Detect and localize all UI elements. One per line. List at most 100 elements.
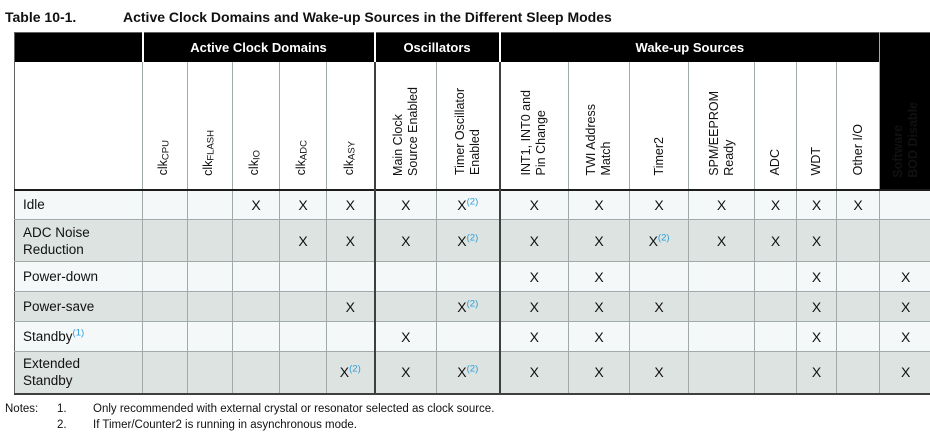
col-header-label: Main Clock Source Enabled: [390, 86, 420, 176]
notes-heading: Notes:: [5, 402, 39, 415]
col-header-label: SPM/EEPROM Ready: [706, 90, 736, 176]
cell-idle-adc: X: [754, 188, 797, 220]
col-header-clk-flash: clkFLASH: [187, 61, 233, 190]
cell-adc-noise-reduction-spm-eeprom-ready: X: [688, 219, 755, 262]
cell-power-down-other-io: [836, 261, 880, 292]
column-header-row: clkCPU clkFLASH clkIO clkADC clkASY Main Cloc…: [14, 61, 930, 190]
col-header-other-io: Other I/O: [836, 61, 880, 190]
cell-power-down-clk-io: [232, 261, 280, 292]
col-header-label: Timer2: [651, 137, 666, 176]
cell-adc-noise-reduction-clk-cpu: [142, 219, 188, 262]
col-header-label: Other I/O: [850, 124, 865, 176]
cell-standby-twi-address-match: X: [568, 321, 630, 352]
cell-standby-wdt: X: [796, 321, 837, 352]
cell-power-down-timer-oscillator-enabled: [436, 261, 500, 292]
row-label-extended-standby: Extended Standby: [14, 351, 143, 394]
table-row-power-down: Power-down X X X X: [14, 261, 930, 292]
cell-extended-standby-adc: [754, 351, 797, 394]
cell-standby-main-clock-source-enabled: X: [373, 321, 437, 352]
cell-adc-noise-reduction-clk-flash: [187, 219, 233, 262]
col-header-label: clkIO: [247, 150, 263, 176]
cell-idle-clk-io: X: [232, 188, 280, 220]
cell-standby-other-io: [836, 321, 880, 352]
row-label-idle: Idle: [14, 188, 143, 220]
col-header-clk-io: clkIO: [232, 61, 280, 190]
col-header-label: clkADC: [294, 140, 310, 176]
cell-power-down-wdt: X: [796, 261, 837, 292]
cell-power-save-wdt: X: [796, 291, 837, 322]
cell-adc-noise-reduction-other-io: [836, 219, 880, 262]
col-header-clk-cpu: clkCPU: [142, 61, 188, 190]
cell-idle-other-io: X: [836, 188, 880, 220]
col-header-timer-oscillator-enabled: Timer Oscillator Enabled: [436, 61, 500, 190]
col-header-label: clkASY: [341, 141, 358, 176]
cell-idle-twi-address-match: X: [568, 188, 630, 220]
note-number: 2.: [57, 418, 67, 431]
cell-extended-standby-int1-int0-pin-change: X: [498, 351, 569, 394]
cell-power-save-clk-cpu: [142, 291, 188, 322]
cell-power-save-timer-oscillator-enabled: X(2): [436, 291, 500, 322]
cell-power-down-timer2: [629, 261, 689, 292]
cell-standby-clk-adc: [279, 321, 327, 352]
cell-extended-standby-spm-eeprom-ready: [688, 351, 755, 394]
cell-extended-standby-twi-address-match: X: [568, 351, 630, 394]
note-ref: (2): [466, 297, 479, 309]
cell-standby-clk-flash: [187, 321, 233, 352]
table-row-idle: Idle X X X X X(2) X X X X X X X: [14, 188, 930, 220]
cell-adc-noise-reduction-clk-asy: X: [325, 219, 375, 262]
table-body: Idle X X X X X(2) X X X X X X X ADC Noise Reduction X X…: [14, 188, 930, 394]
note-ref: (2): [657, 231, 670, 243]
cell-standby-clk-cpu: [142, 321, 188, 352]
cell-power-down-twi-address-match: X: [568, 261, 630, 292]
cell-power-down-int1-int0-pin-change: X: [498, 261, 569, 292]
note-number: 1.: [57, 402, 67, 415]
cell-adc-noise-reduction-clk-adc: X: [279, 219, 327, 262]
col-header-clk-asy: clkASY: [325, 61, 375, 190]
table-caption-number: Table 10-1.: [5, 9, 77, 25]
cell-power-save-clk-asy: X: [325, 291, 375, 322]
cell-standby-int1-int0-pin-change: X: [498, 321, 569, 352]
col-header-adc: ADC: [754, 61, 797, 190]
cell-adc-noise-reduction-software-bod-disable: [879, 219, 930, 262]
cell-idle-clk-asy: X: [325, 188, 375, 220]
cell-extended-standby-timer2: X: [629, 351, 689, 394]
note-ref: (1): [72, 327, 85, 339]
note-ref: (2): [466, 363, 479, 375]
col-header-label: Timer Oscillator Enabled: [452, 88, 482, 176]
cell-power-save-adc: [754, 291, 797, 322]
cell-power-down-main-clock-source-enabled: [373, 261, 437, 292]
cell-adc-noise-reduction-twi-address-match: X: [568, 219, 630, 262]
cell-power-save-timer2: X: [629, 291, 689, 322]
col-header-label: Software BOD Disable: [890, 101, 920, 178]
row-label-standby: Standby(1): [14, 321, 143, 352]
cell-power-down-software-bod-disable: X: [879, 261, 930, 292]
table-caption: Table 10-1. Active Clock Domains and Wak…: [0, 0, 930, 25]
cell-standby-timer2: [629, 321, 689, 352]
cell-standby-timer-oscillator-enabled: [436, 321, 500, 352]
cell-power-save-other-io: [836, 291, 880, 322]
cell-power-down-clk-asy: [325, 261, 375, 292]
cell-extended-standby-clk-asy: X(2): [325, 351, 375, 394]
cell-power-save-spm-eeprom-ready: [688, 291, 755, 322]
cell-power-save-software-bod-disable: X: [879, 291, 930, 322]
cell-idle-clk-flash: [187, 188, 233, 220]
cell-power-save-int1-int0-pin-change: X: [498, 291, 569, 322]
cell-extended-standby-clk-cpu: [142, 351, 188, 394]
col-header-clk-adc: clkADC: [279, 61, 327, 190]
note-ref: (2): [349, 363, 361, 375]
cell-power-save-clk-adc: [279, 291, 327, 322]
cell-idle-spm-eeprom-ready: X: [688, 188, 755, 220]
cell-idle-timer2: X: [629, 188, 689, 220]
notes-block: Notes: 1. Only recommended with external…: [5, 402, 930, 433]
cell-standby-software-bod-disable: X: [879, 321, 930, 352]
cell-power-down-spm-eeprom-ready: [688, 261, 755, 292]
col-header-software-bod-disable: Software BOD Disable: [879, 32, 930, 190]
note-ref: (2): [466, 231, 479, 243]
table-row-adc-noise-reduction: ADC Noise Reduction X X X X(2) X X X(2) X X X: [14, 219, 930, 262]
note-text: Only recommended with external crystal o…: [93, 402, 495, 415]
cell-extended-standby-timer-oscillator-enabled: X(2): [436, 351, 500, 394]
band-active-clock-domains: Active Clock Domains: [141, 32, 375, 62]
note-ref: (2): [466, 196, 479, 208]
cell-extended-standby-clk-flash: [187, 351, 233, 394]
row-label-power-save: Power-save: [14, 291, 143, 322]
